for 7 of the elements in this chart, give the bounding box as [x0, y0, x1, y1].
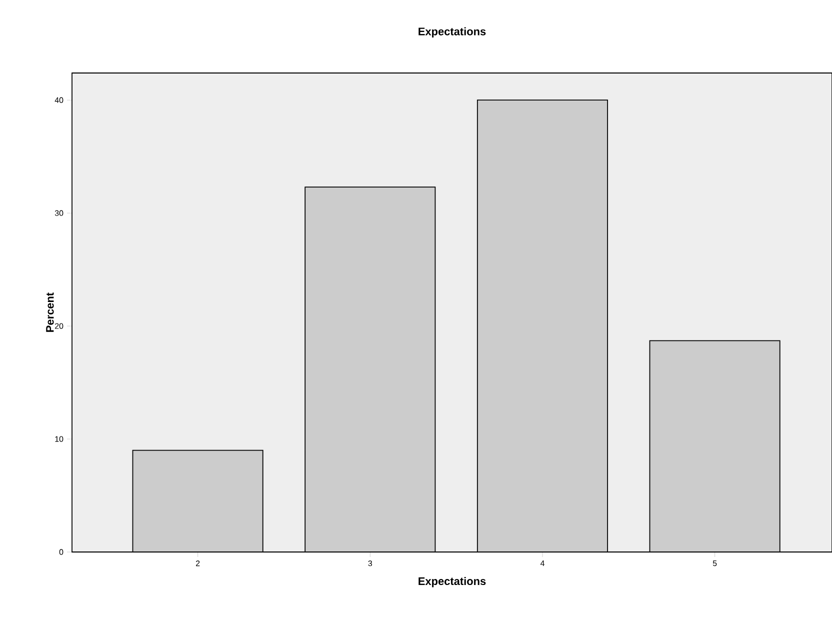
x-axis-title: Expectations [418, 577, 486, 588]
bar [649, 340, 780, 552]
y-axis-title: Percent [46, 292, 54, 332]
bar [304, 186, 436, 552]
bar [477, 100, 608, 552]
chart-title: Expectations [418, 27, 486, 38]
bar [132, 450, 264, 552]
